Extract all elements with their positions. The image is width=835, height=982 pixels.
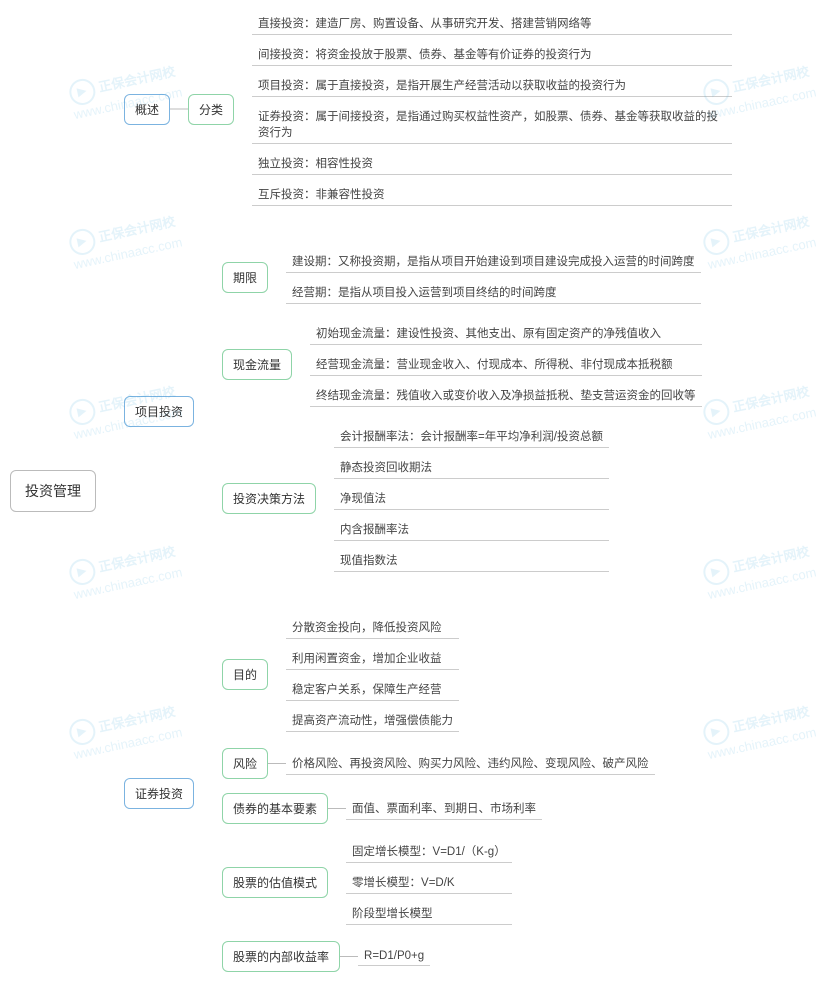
branch-securities: 证券投资 目的 分	[124, 614, 732, 972]
leaf: R=D1/P0+g	[358, 947, 430, 966]
leaf: 分散资金投向，降低投资风险	[286, 616, 459, 639]
node-project: 项目投资	[124, 396, 194, 427]
node-cashflow: 现金流量	[222, 349, 292, 380]
leaf: 内含报酬率法	[334, 518, 609, 541]
branch-project: 项目投资 期限 建设期：又称投资期，是指从项目开始建设到项目建设完成投入运营的时…	[124, 248, 732, 574]
leaf: 固定增长模型：V=D1/（K-g）	[346, 840, 512, 863]
leaf: 经营期：是指从项目投入运营到项目终结的时间跨度	[286, 281, 701, 304]
root-node: 投资管理	[10, 470, 96, 512]
node-securities: 证券投资	[124, 778, 194, 809]
leaf: 互斥投资：非兼容性投资	[252, 183, 732, 206]
node-purpose: 目的	[222, 659, 268, 690]
leaf: 经营现金流量：营业现金收入、付现成本、所得税、非付现成本抵税额	[310, 353, 702, 376]
leaf: 初始现金流量：建设性投资、其他支出、原有固定资产的净残值收入	[310, 322, 702, 345]
branch-overview: 概述 分类 直接投资：建造厂房、购置设备、从事研究开发、搭建营销网络等 间接投资…	[124, 10, 732, 208]
node-irr: 股票的内部收益率	[222, 941, 340, 972]
leaf: 价格风险、再投资风险、购买力风险、违约风险、变现风险、破产风险	[286, 752, 655, 775]
connector	[96, 10, 124, 972]
node-bond: 债券的基本要素	[222, 793, 328, 824]
leaf: 直接投资：建造厂房、购置设备、从事研究开发、搭建营销网络等	[252, 12, 732, 35]
leaf: 项目投资：属于直接投资，是指开展生产经营活动以获取收益的投资行为	[252, 74, 732, 97]
leaf: 利用闲置资金，增加企业收益	[286, 647, 459, 670]
leaf: 间接投资：将资金投放于股票、债券、基金等有价证券的投资行为	[252, 43, 732, 66]
leaf: 零增长模型：V=D/K	[346, 871, 512, 894]
node-overview: 概述	[124, 94, 170, 125]
leaf: 终结现金流量：残值收入或变价收入及净损益抵税、垫支营运资金的回收等	[310, 384, 702, 407]
leaf: 会计报酬率法：会计报酬率=年平均净利润/投资总额	[334, 425, 609, 448]
leaf: 提高资产流动性，增强偿债能力	[286, 709, 459, 732]
leaf: 净现值法	[334, 487, 609, 510]
mindmap-root-container: 投资管理 概述 分类 直接投资：建造厂房、购置设备、从事研究开发、搭建营销网络等	[10, 10, 825, 972]
leaf: 独立投资：相容性投资	[252, 152, 732, 175]
leaf: 证券投资：属于间接投资，是指通过购买权益性资产，如股票、债券、基金等获取收益的投…	[252, 105, 732, 144]
node-decision: 投资决策方法	[222, 483, 316, 514]
leaf: 稳定客户关系，保障生产经营	[286, 678, 459, 701]
node-stockval: 股票的估值模式	[222, 867, 328, 898]
node-period: 期限	[222, 262, 268, 293]
leaf: 静态投资回收期法	[334, 456, 609, 479]
node-classify: 分类	[188, 94, 234, 125]
leaf: 面值、票面利率、到期日、市场利率	[346, 797, 542, 820]
leaf: 现值指数法	[334, 549, 609, 572]
leaf: 建设期：又称投资期，是指从项目开始建设到项目建设完成投入运营的时间跨度	[286, 250, 701, 273]
leaf: 阶段型增长模型	[346, 902, 512, 925]
node-risk: 风险	[222, 748, 268, 779]
